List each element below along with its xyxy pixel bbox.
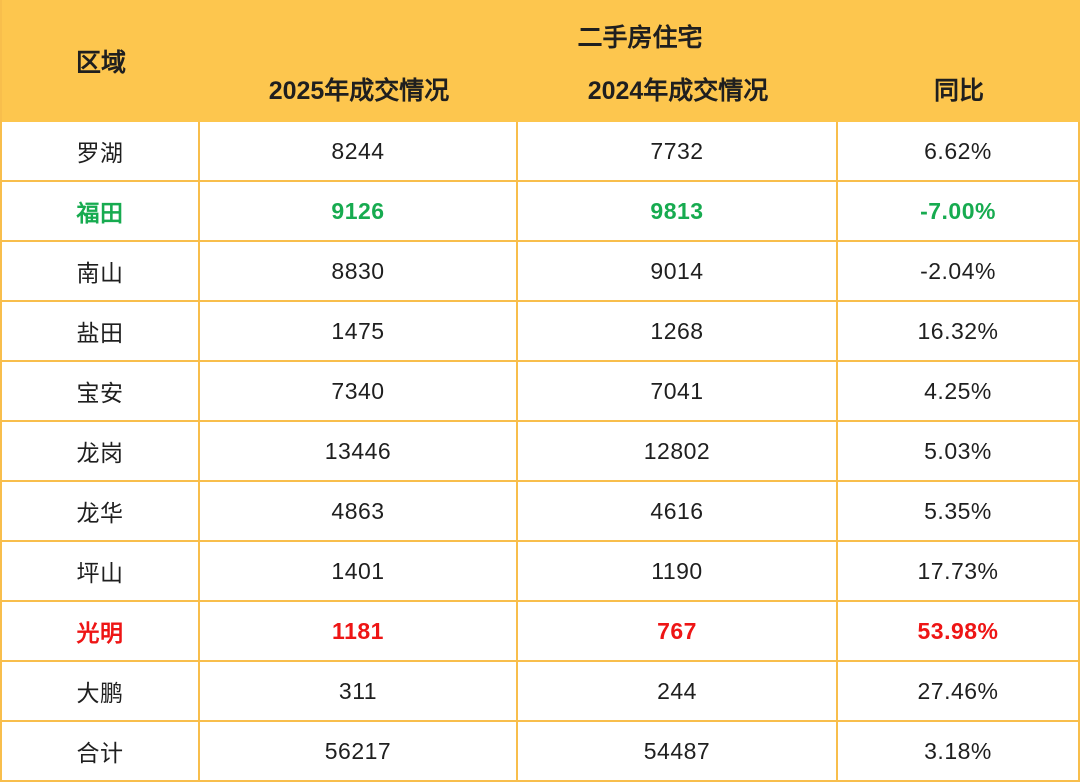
region-cell: 龙华 [2, 482, 200, 542]
table-row: 盐田 1475 1268 16.32% [2, 302, 1080, 362]
table-title: 二手房住宅 [577, 23, 703, 52]
region-cell: 罗湖 [2, 122, 200, 182]
value-cell: 7041 [518, 362, 838, 422]
table-row: 罗湖 8244 7732 6.62% [2, 122, 1080, 182]
value-cell: -2.04% [838, 242, 1080, 302]
header-2025: 2025年成交情况 [268, 76, 450, 105]
value-cell: -7.00% [838, 182, 1080, 242]
region-cell: 南山 [2, 242, 200, 302]
region-cell: 福田 [2, 182, 200, 242]
value-cell: 244 [518, 662, 838, 722]
value-cell: 27.46% [838, 662, 1080, 722]
value-cell: 1475 [200, 302, 518, 362]
value-cell: 4.25% [838, 362, 1080, 422]
header-yoy: 同比 [933, 76, 984, 105]
value-cell: 1190 [518, 542, 838, 602]
value-cell: 56217 [200, 722, 518, 782]
value-cell: 53.98% [838, 602, 1080, 662]
value-cell: 9126 [200, 182, 518, 242]
table-row: 合计 56217 54487 3.18% [2, 722, 1080, 782]
value-cell: 4616 [518, 482, 838, 542]
region-cell: 合计 [2, 722, 200, 782]
value-cell: 7732 [518, 122, 838, 182]
table-row: 福田 9126 9813 -7.00% [2, 182, 1080, 242]
value-cell: 5.35% [838, 482, 1080, 542]
table-body: 罗湖 8244 7732 6.62% 福田 9126 9813 -7.00% 南山 8830 901… [2, 122, 1080, 782]
table-row: 光明 1181 767 53.98% [2, 602, 1080, 662]
table-row: 龙华 4863 4616 5.35% [2, 482, 1080, 542]
region-cell: 宝安 [2, 362, 200, 422]
region-cell: 坪山 [2, 542, 200, 602]
value-cell: 8244 [200, 122, 518, 182]
region-cell: 大鹏 [2, 662, 200, 722]
value-cell: 12802 [518, 422, 838, 482]
value-cell: 13446 [200, 422, 518, 482]
value-cell: 1401 [200, 542, 518, 602]
value-cell: 6.62% [838, 122, 1080, 182]
value-cell: 1268 [518, 302, 838, 362]
value-cell: 16.32% [838, 302, 1080, 362]
value-cell: 5.03% [838, 422, 1080, 482]
value-cell: 1181 [200, 602, 518, 662]
value-cell: 54487 [518, 722, 838, 782]
value-cell: 9014 [518, 242, 838, 302]
table-row: 龙岗 13446 12802 5.03% [2, 422, 1080, 482]
region-cell: 龙岗 [2, 422, 200, 482]
table-row: 南山 8830 9014 -2.04% [2, 242, 1080, 302]
value-cell: 311 [200, 662, 518, 722]
value-cell: 8830 [200, 242, 518, 302]
table-header: 区域 二手房住宅 2025年成交情况 2024年成交情况 同比 [2, 0, 1080, 122]
header-columns: 2025年成交情况 2024年成交情况 同比 [200, 61, 1080, 122]
table-row: 坪山 1401 1190 17.73% [2, 542, 1080, 602]
table-row: 宝安 7340 7041 4.25% [2, 362, 1080, 422]
value-cell: 7340 [200, 362, 518, 422]
value-cell: 767 [518, 602, 838, 662]
region-cell: 光明 [2, 602, 200, 662]
header-right-group: 二手房住宅 2025年成交情况 2024年成交情况 同比 [200, 0, 1080, 122]
value-cell: 17.73% [838, 542, 1080, 602]
value-cell: 4863 [200, 482, 518, 542]
header-2024: 2024年成交情况 [587, 76, 769, 105]
table-row: 大鹏 311 244 27.46% [2, 662, 1080, 722]
value-cell: 9813 [518, 182, 838, 242]
header-region: 区域 [75, 49, 126, 77]
value-cell: 3.18% [838, 722, 1080, 782]
region-cell: 盐田 [2, 302, 200, 362]
